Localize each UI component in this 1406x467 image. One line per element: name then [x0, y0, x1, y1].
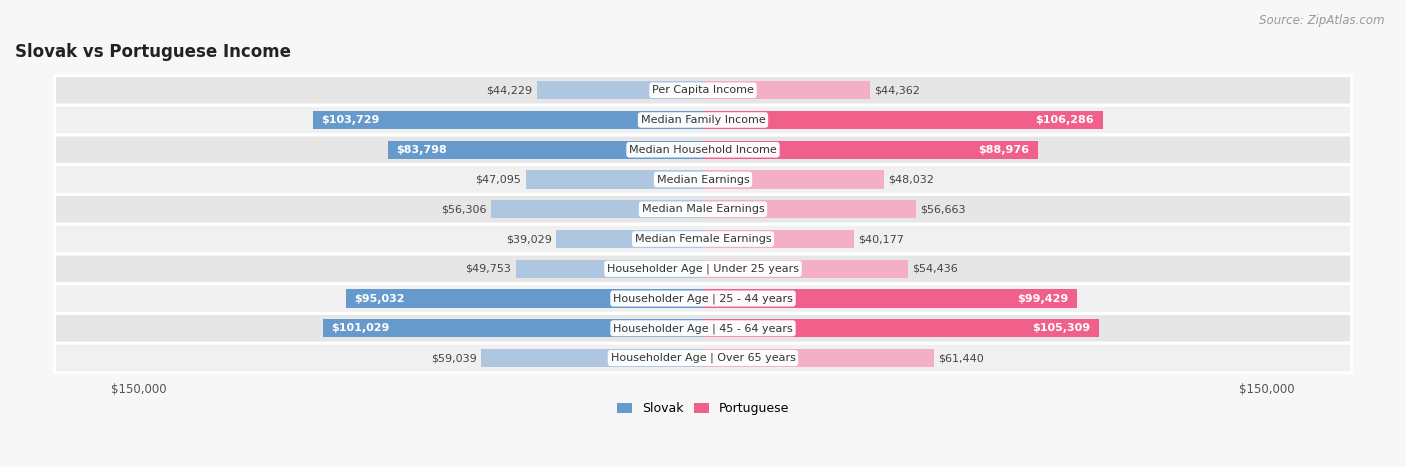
Bar	[703, 230, 853, 248]
Bar	[703, 289, 1077, 308]
Bar	[703, 319, 1099, 338]
Text: Householder Age | Over 65 years: Householder Age | Over 65 years	[610, 353, 796, 363]
Text: Median Female Earnings: Median Female Earnings	[634, 234, 772, 244]
Text: $49,753: $49,753	[465, 264, 512, 274]
Text: $106,286: $106,286	[1035, 115, 1094, 125]
Text: $61,440: $61,440	[938, 353, 984, 363]
Bar	[346, 289, 703, 308]
Text: $56,663: $56,663	[921, 204, 966, 214]
Text: Householder Age | Under 25 years: Householder Age | Under 25 years	[607, 263, 799, 274]
FancyBboxPatch shape	[55, 314, 1351, 343]
Bar	[314, 111, 703, 129]
FancyBboxPatch shape	[55, 343, 1351, 373]
Bar	[703, 260, 908, 278]
Bar	[388, 141, 703, 159]
Text: $83,798: $83,798	[396, 145, 447, 155]
Bar	[516, 260, 703, 278]
Text: Source: ZipAtlas.com: Source: ZipAtlas.com	[1260, 14, 1385, 27]
Bar	[481, 349, 703, 367]
Bar	[703, 170, 883, 189]
Text: Median Family Income: Median Family Income	[641, 115, 765, 125]
Text: Per Capita Income: Per Capita Income	[652, 85, 754, 95]
Text: $54,436: $54,436	[912, 264, 957, 274]
Text: Median Male Earnings: Median Male Earnings	[641, 204, 765, 214]
Legend: Slovak, Portuguese: Slovak, Portuguese	[612, 397, 794, 420]
FancyBboxPatch shape	[55, 195, 1351, 224]
Text: $99,429: $99,429	[1017, 294, 1069, 304]
Text: $47,095: $47,095	[475, 175, 522, 184]
Text: $101,029: $101,029	[332, 323, 389, 333]
Bar	[703, 200, 917, 219]
Bar	[703, 111, 1102, 129]
Bar	[526, 170, 703, 189]
Bar	[557, 230, 703, 248]
Text: $39,029: $39,029	[506, 234, 551, 244]
Text: Slovak vs Portuguese Income: Slovak vs Portuguese Income	[15, 43, 291, 61]
FancyBboxPatch shape	[55, 135, 1351, 164]
Text: $59,039: $59,039	[430, 353, 477, 363]
Text: $48,032: $48,032	[889, 175, 934, 184]
Text: Householder Age | 45 - 64 years: Householder Age | 45 - 64 years	[613, 323, 793, 333]
Bar	[537, 81, 703, 99]
FancyBboxPatch shape	[55, 254, 1351, 283]
Text: $103,729: $103,729	[322, 115, 380, 125]
Bar	[491, 200, 703, 219]
Text: $44,229: $44,229	[486, 85, 533, 95]
Text: $56,306: $56,306	[441, 204, 486, 214]
Text: Householder Age | 25 - 44 years: Householder Age | 25 - 44 years	[613, 293, 793, 304]
FancyBboxPatch shape	[55, 106, 1351, 134]
Text: $105,309: $105,309	[1032, 323, 1091, 333]
Bar	[703, 81, 870, 99]
Bar	[703, 141, 1038, 159]
Text: $95,032: $95,032	[354, 294, 405, 304]
FancyBboxPatch shape	[55, 284, 1351, 313]
Text: $88,976: $88,976	[979, 145, 1029, 155]
Bar	[323, 319, 703, 338]
FancyBboxPatch shape	[55, 224, 1351, 254]
Bar	[703, 349, 934, 367]
Text: Median Earnings: Median Earnings	[657, 175, 749, 184]
Text: $40,177: $40,177	[859, 234, 904, 244]
Text: Median Household Income: Median Household Income	[628, 145, 778, 155]
FancyBboxPatch shape	[55, 165, 1351, 194]
FancyBboxPatch shape	[55, 76, 1351, 105]
Text: $44,362: $44,362	[875, 85, 920, 95]
